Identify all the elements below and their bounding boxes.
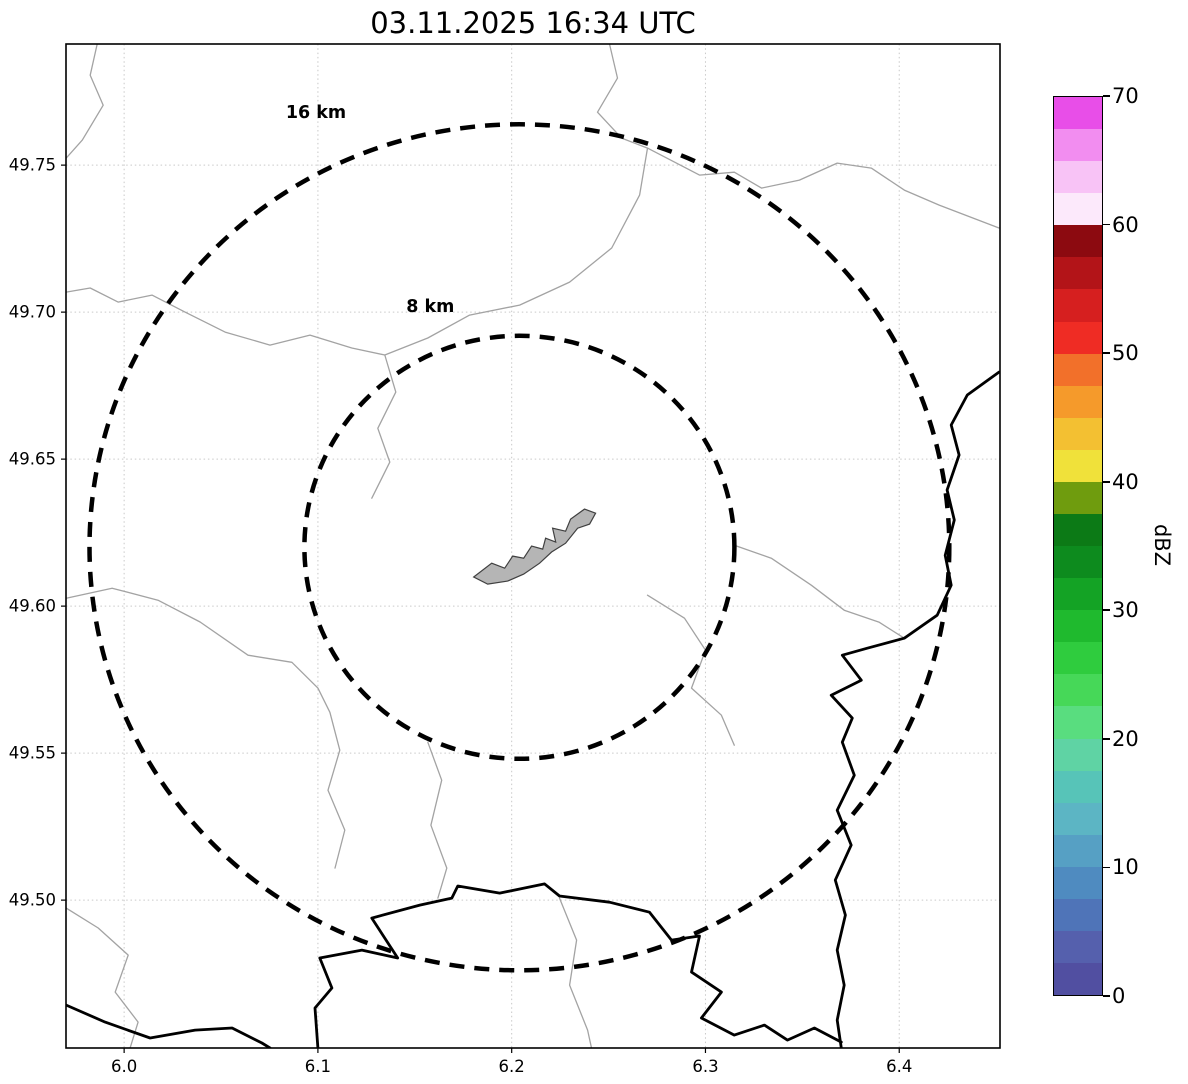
colorbar-segment bbox=[1054, 97, 1102, 130]
city-polygon bbox=[472, 508, 597, 585]
colorbar-tick-label: 10 bbox=[1112, 855, 1139, 880]
admin-boundary-line bbox=[646, 594, 735, 746]
colorbar-segment bbox=[1054, 931, 1102, 964]
x-axis-tick-label: 6.2 bbox=[499, 1057, 525, 1076]
range-ring-16km bbox=[87, 122, 952, 973]
plot-frame bbox=[65, 43, 1001, 1049]
y-axis-tick-label: 49.75 bbox=[9, 156, 56, 175]
colorbar-tick-label: 20 bbox=[1112, 726, 1139, 751]
colorbar-segment bbox=[1054, 642, 1102, 675]
y-axis-tick-label: 49.50 bbox=[9, 891, 56, 910]
colorbar-tick bbox=[1103, 352, 1110, 354]
colorbar-segment bbox=[1054, 129, 1102, 162]
colorbar-segment bbox=[1054, 578, 1102, 611]
colorbar-segment bbox=[1054, 546, 1102, 579]
admin-boundary-line bbox=[66, 44, 649, 356]
colorbar-segment bbox=[1054, 353, 1102, 386]
range-ring-label-16km: 16 km bbox=[286, 103, 346, 123]
colorbar-tick bbox=[1103, 480, 1110, 483]
colorbar-segment bbox=[1054, 321, 1102, 354]
range-ring-label-8km: 8 km bbox=[406, 297, 454, 317]
colorbar-tick bbox=[1103, 223, 1110, 226]
colorbar-segment bbox=[1054, 257, 1102, 290]
border-river-line bbox=[829, 370, 1000, 1048]
colorbar-segment bbox=[1054, 770, 1102, 803]
colorbar-tick-label: 60 bbox=[1112, 212, 1139, 237]
plot-title: 03.11.2025 16:34 UTC bbox=[370, 6, 696, 40]
colorbar-segment bbox=[1054, 289, 1102, 322]
colorbar-tick bbox=[1103, 95, 1110, 97]
colorbar-tick bbox=[1103, 866, 1110, 869]
y-axis-tick-label: 49.65 bbox=[9, 450, 56, 469]
y-axis-tick-label: 49.60 bbox=[9, 597, 56, 616]
colorbar-segment bbox=[1054, 161, 1102, 194]
map-features: 8 km 16 km bbox=[66, 44, 1000, 1048]
colorbar bbox=[1053, 96, 1103, 996]
colorbar-segment bbox=[1054, 898, 1102, 932]
colorbar-tick-label: 70 bbox=[1112, 84, 1139, 108]
x-axis-tick-label: 6.1 bbox=[305, 1057, 331, 1076]
range-ring-8km bbox=[302, 333, 737, 762]
colorbar-segment bbox=[1054, 514, 1102, 547]
colorbar-segment bbox=[1054, 866, 1102, 899]
colorbar-segment bbox=[1054, 481, 1102, 515]
x-axis-tick-label: 6.0 bbox=[111, 1057, 137, 1076]
colorbar-segment bbox=[1054, 449, 1102, 482]
colorbar-segment bbox=[1054, 706, 1102, 739]
colorbar-tick bbox=[1103, 738, 1110, 740]
border-river-line bbox=[313, 882, 843, 1048]
colorbar-segment bbox=[1054, 193, 1102, 226]
colorbar-segment bbox=[1054, 802, 1102, 835]
y-axis-tick-label: 49.55 bbox=[9, 744, 56, 763]
colorbar-tick bbox=[1103, 609, 1110, 612]
admin-boundary-line bbox=[558, 897, 593, 1048]
x-axis-tick-label: 6.3 bbox=[692, 1057, 718, 1076]
admin-boundary-line bbox=[646, 147, 1000, 229]
border-river-line bbox=[66, 1003, 272, 1048]
colorbar-tick-label: 50 bbox=[1112, 341, 1139, 366]
admin-boundary-line bbox=[371, 354, 397, 499]
colorbar-segment bbox=[1054, 610, 1102, 643]
colorbar-tick-label: 0 bbox=[1112, 984, 1126, 1008]
x-axis-tick-label: 6.4 bbox=[886, 1057, 912, 1076]
colorbar-segment bbox=[1054, 834, 1102, 867]
admin-boundary-line bbox=[733, 544, 905, 639]
colorbar-tick-label: 30 bbox=[1112, 598, 1139, 623]
colorbar-segment bbox=[1054, 225, 1102, 258]
colorbar-segment bbox=[1054, 674, 1102, 707]
admin-boundary-line bbox=[66, 44, 104, 159]
colorbar-label: dBZ bbox=[1150, 523, 1174, 567]
colorbar-tick bbox=[1103, 995, 1110, 997]
colorbar-segment bbox=[1054, 738, 1102, 771]
colorbar-segment bbox=[1054, 963, 1102, 996]
admin-boundary-line bbox=[66, 587, 346, 869]
admin-boundary-line bbox=[427, 741, 448, 899]
y-axis-tick-label: 49.70 bbox=[9, 303, 56, 322]
colorbar-segment bbox=[1054, 417, 1102, 450]
colorbar-segment bbox=[1054, 385, 1102, 418]
admin-boundary-line bbox=[66, 907, 139, 1048]
colorbar-tick-label: 40 bbox=[1112, 469, 1139, 494]
